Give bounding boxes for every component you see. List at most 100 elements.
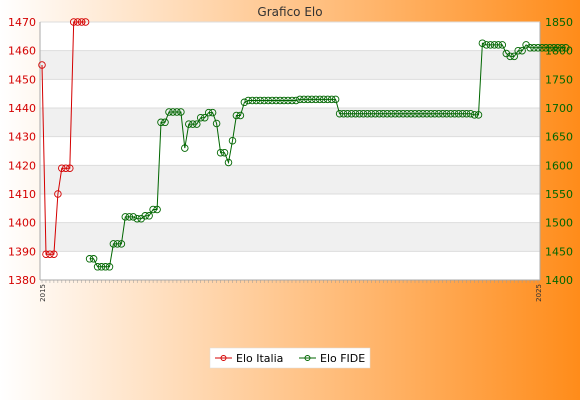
data-point-elo-fide xyxy=(339,109,348,118)
y-right-tick-label: 1700 xyxy=(545,102,573,115)
data-point-elo-fide xyxy=(125,213,134,221)
data-point-elo-fide xyxy=(474,111,483,119)
data-point-elo-fide xyxy=(494,41,503,49)
y-right-tick-label: 1650 xyxy=(545,131,573,144)
data-point-elo-fide xyxy=(407,109,415,118)
data-point-elo-fide xyxy=(296,95,304,104)
data-point-elo-fide xyxy=(196,113,205,122)
data-point-elo-fide xyxy=(391,109,399,118)
data-point-elo-fide xyxy=(458,109,467,118)
data-point-elo-fide xyxy=(145,212,153,220)
data-point-elo-fide xyxy=(538,44,546,52)
data-point-elo-fide xyxy=(244,96,253,105)
data-point-elo-fide xyxy=(331,95,340,104)
data-point-elo-fide xyxy=(284,96,292,105)
data-point-elo-fide xyxy=(530,44,538,52)
data-point-elo-italia xyxy=(81,18,90,26)
data-point-elo-fide xyxy=(93,263,102,271)
data-point-elo-fide xyxy=(427,109,435,118)
data-point-elo-fide xyxy=(542,44,550,52)
data-point-elo-fide xyxy=(268,96,276,105)
data-point-elo-italia xyxy=(50,250,58,258)
data-point-elo-fide xyxy=(173,108,181,116)
data-point-elo-fide xyxy=(256,96,264,105)
y-left-tick-label: 1440 xyxy=(8,102,36,115)
data-point-elo-fide xyxy=(510,52,518,61)
data-point-elo-italia xyxy=(38,61,46,69)
data-point-elo-fide xyxy=(411,109,419,118)
y-right-tick-label: 1600 xyxy=(545,159,573,172)
legend-label-elo-fide: Elo FIDE xyxy=(320,352,365,365)
data-point-elo-fide xyxy=(383,109,391,118)
data-point-elo-fide xyxy=(482,41,491,49)
data-point-elo-fide xyxy=(109,240,118,248)
data-point-elo-fide xyxy=(272,96,280,105)
y-left-tick-label: 1380 xyxy=(8,274,36,287)
data-point-elo-fide xyxy=(129,213,138,221)
data-point-elo-fide xyxy=(442,109,451,118)
data-point-elo-italia xyxy=(69,18,78,26)
data-point-elo-fide xyxy=(327,95,336,104)
y-left-tick-label: 1420 xyxy=(8,159,36,172)
data-point-elo-fide xyxy=(419,109,427,118)
data-point-elo-fide xyxy=(498,41,507,49)
data-point-elo-fide xyxy=(260,96,268,105)
x-tick-label-last: 2025 xyxy=(535,284,543,302)
data-point-elo-fide xyxy=(212,119,221,128)
data-point-elo-italia xyxy=(66,164,74,172)
data-point-elo-fide xyxy=(300,95,308,104)
data-point-elo-fide xyxy=(347,109,356,118)
data-point-elo-fide xyxy=(189,120,197,128)
data-point-elo-fide xyxy=(423,109,431,118)
data-point-elo-italia xyxy=(54,190,62,198)
data-point-elo-fide xyxy=(304,95,312,104)
data-point-elo-fide xyxy=(351,109,360,118)
data-point-elo-fide xyxy=(121,213,130,221)
data-point-elo-fide xyxy=(177,108,185,116)
data-point-elo-fide xyxy=(470,111,479,119)
data-point-elo-fide xyxy=(558,44,566,52)
data-point-elo-fide xyxy=(316,95,324,104)
data-point-elo-fide xyxy=(153,205,161,214)
y-left-tick-label: 1430 xyxy=(8,131,36,144)
data-point-elo-fide xyxy=(200,113,209,122)
data-point-elo-fide xyxy=(371,109,380,118)
grid xyxy=(40,21,540,281)
y-right-tick-label: 1850 xyxy=(545,16,573,29)
y-right-tick-label: 1400 xyxy=(545,274,573,287)
data-point-elo-fide xyxy=(208,108,217,117)
data-point-elo-fide xyxy=(236,111,245,120)
data-point-elo-fide xyxy=(101,263,110,271)
data-point-elo-fide xyxy=(518,46,526,55)
series-line-elo-fide xyxy=(89,42,566,268)
data-point-elo-fide xyxy=(431,109,439,118)
data-point-elo-fide xyxy=(240,98,249,107)
data-point-elo-fide xyxy=(312,95,320,104)
data-point-elo-fide xyxy=(204,108,213,117)
data-point-elo-italia xyxy=(62,164,70,172)
data-point-elo-italia xyxy=(46,250,54,258)
data-point-elo-fide xyxy=(165,108,173,116)
x-tick-label-first: 2015 xyxy=(39,284,47,302)
data-point-elo-fide xyxy=(506,52,514,61)
data-point-elo-fide xyxy=(462,109,471,118)
data-point-elo-fide xyxy=(224,158,233,167)
data-point-elo-fide xyxy=(97,263,106,271)
data-point-elo-fide xyxy=(248,96,257,105)
data-point-elo-fide xyxy=(355,109,364,118)
data-point-elo-fide xyxy=(252,96,261,105)
data-point-elo-fide xyxy=(113,240,122,248)
legend-marker-elo-fide xyxy=(304,355,311,361)
data-point-elo-fide xyxy=(550,44,558,52)
data-point-elo-fide xyxy=(335,109,344,118)
data-point-elo-fide xyxy=(446,109,455,118)
data-point-elo-fide xyxy=(292,96,300,105)
data-point-elo-fide xyxy=(133,214,141,223)
data-point-elo-fide xyxy=(228,136,237,145)
data-point-elo-italia xyxy=(42,250,50,258)
data-point-elo-fide xyxy=(562,44,570,52)
data-point-elo-fide xyxy=(415,109,423,118)
data-point-elo-fide xyxy=(554,44,562,52)
y-right-tick-label: 1500 xyxy=(545,217,573,230)
